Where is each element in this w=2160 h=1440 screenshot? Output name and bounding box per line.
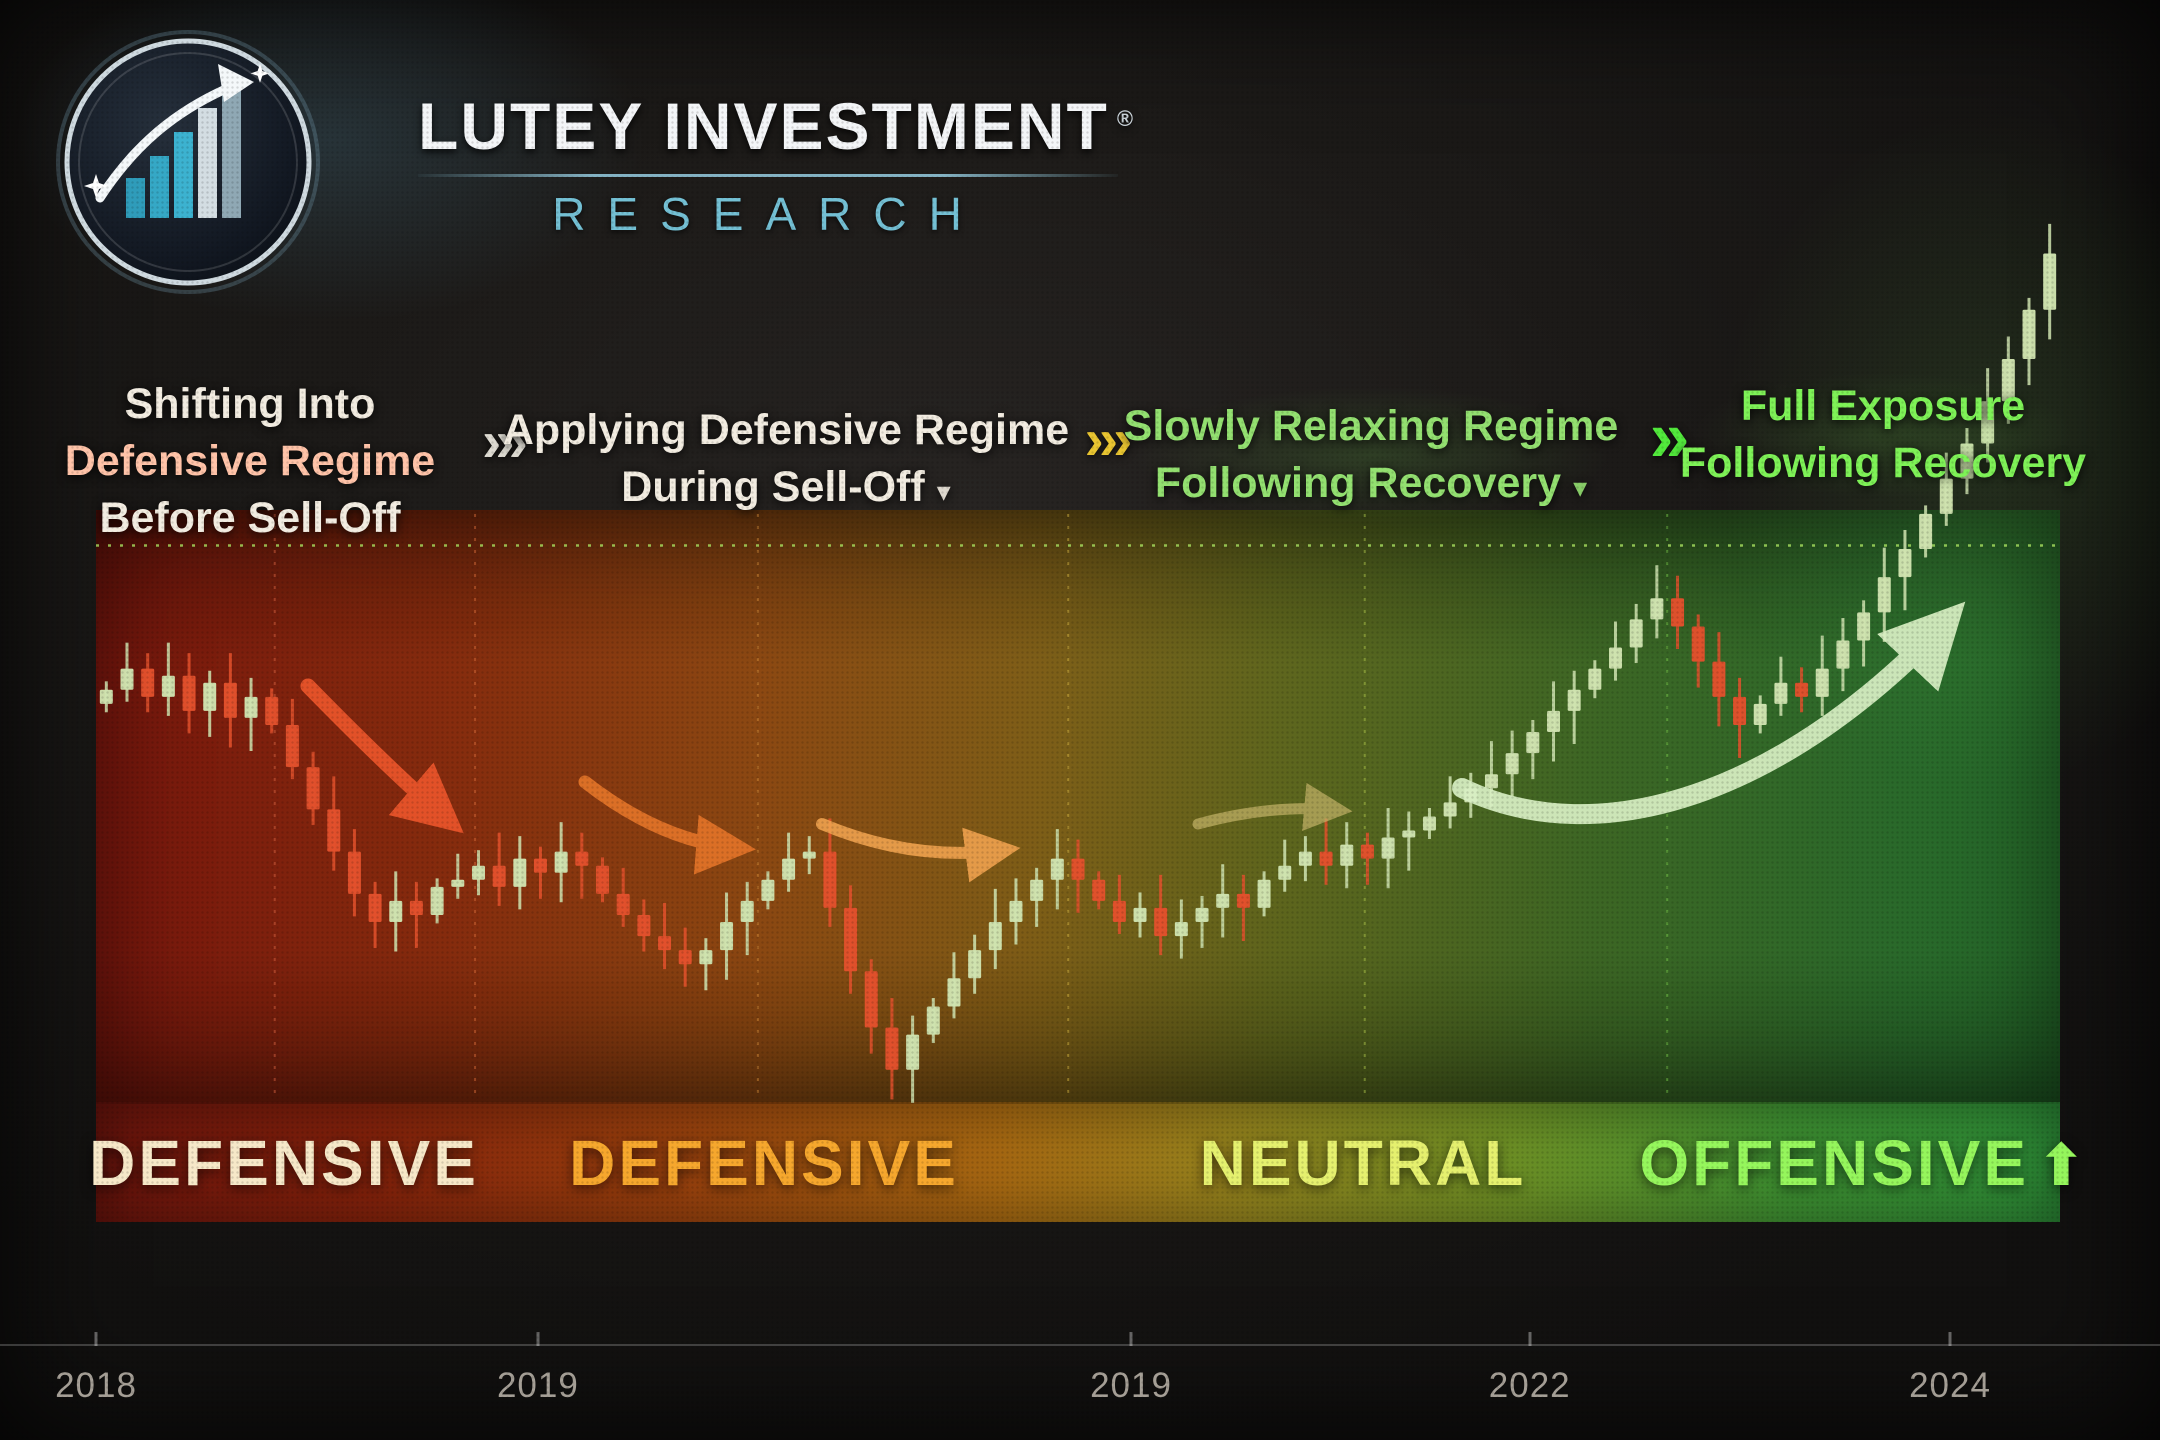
down-arrow-icon <box>578 775 756 875</box>
annotation-line: Full Exposure <box>1740 382 2026 430</box>
annotation-shifting-into-defensive: Shifting Into Defensive Regime Before Se… <box>65 376 435 546</box>
x-axis-tick <box>1528 1332 1532 1346</box>
x-axis-tick <box>94 1332 98 1346</box>
sparkle-icon <box>250 64 270 83</box>
regime-label-neutral: NEUTRAL <box>1199 1127 1527 1199</box>
brand-title-text: LUTEY INVESTMENT <box>418 89 1109 163</box>
annotation-full-exposure: Full Exposure Following Recovery <box>1629 352 2137 517</box>
annotation-line: Slowly Relaxing Regime <box>1123 402 1619 450</box>
x-axis-tick <box>1129 1332 1133 1346</box>
annotation-line-text: During Sell-Off <box>621 462 925 511</box>
regime-label-text: OFFENSIVE <box>1639 1127 2030 1199</box>
logo-arrow-icon <box>95 83 233 203</box>
regime-band: DEFENSIVE DEFENSIVE NEUTRAL OFFENSIVE ⬆ <box>89 1102 2086 1222</box>
logo-arrowhead-icon <box>218 64 254 102</box>
regime-gridlines <box>273 514 1669 1100</box>
annotation-line: Following Recovery <box>1679 438 2087 487</box>
x-axis-label: 2024 <box>1909 1366 1991 1405</box>
flow-chevrons-icon: ››› <box>482 409 528 474</box>
pointer-icon: ▾ <box>936 474 951 508</box>
x-axis-label: 2019 <box>1090 1366 1172 1405</box>
registered-mark: ® <box>1116 106 1136 131</box>
x-axis-label: 2022 <box>1488 1366 1571 1405</box>
x-axis-tick <box>536 1332 540 1346</box>
x-axis-label: 2018 <box>55 1366 137 1405</box>
regime-label-offensive: OFFENSIVE ⬆ <box>1639 1126 2088 1200</box>
flatten-arrow-icon <box>816 818 1021 883</box>
annotation-line: During Sell-Off ▾ <box>503 459 1069 516</box>
logo-bars-icon <box>126 90 241 218</box>
regime-label-defensive-2: DEFENSIVE <box>569 1127 959 1199</box>
x-axis-line <box>0 1344 2160 1346</box>
annotation-applying-defensive: Applying Defensive Regime During Sell-Of… <box>503 402 1069 516</box>
pointer-icon: ▾ <box>1573 470 1588 504</box>
brand-logo <box>52 26 324 298</box>
flow-chevrons-icon: ››› <box>1084 407 1133 472</box>
up-recovery-arrow-icon <box>1452 601 1966 825</box>
x-axis-tick <box>1948 1332 1952 1346</box>
right-arrow-icon <box>1192 782 1353 832</box>
brand-text-block: LUTEY INVESTMENT ® RESEARCH <box>418 88 1135 241</box>
annotation-line-text: Following Recovery <box>1154 458 1562 507</box>
flow-arrows <box>300 601 1966 883</box>
annotation-line: Before Sell-Off <box>99 493 401 542</box>
brand-subtitle: RESEARCH <box>552 188 984 240</box>
brand-divider <box>418 174 1118 177</box>
up-arrow-icon: ⬆ <box>2037 1131 2089 1199</box>
logo-mark-icon <box>56 30 320 294</box>
annotation-line: Following Recovery ▾ <box>1124 455 1619 512</box>
brand-title: LUTEY INVESTMENT ® <box>418 88 1135 164</box>
x-axis-label: 2019 <box>496 1366 579 1405</box>
annotation-line: Shifting Into <box>124 380 376 428</box>
regime-label-defensive-1: DEFENSIVE <box>89 1127 479 1199</box>
annotation-slowly-relaxing: Slowly Relaxing Regime Following Recover… <box>1053 364 1688 545</box>
candles <box>99 223 2057 1103</box>
sparkle-icon <box>84 174 108 198</box>
annotation-line: Applying Defensive Regime <box>502 406 1070 454</box>
down-arrow-icon <box>300 678 464 834</box>
annotation-line: Defensive Regime <box>64 436 436 485</box>
